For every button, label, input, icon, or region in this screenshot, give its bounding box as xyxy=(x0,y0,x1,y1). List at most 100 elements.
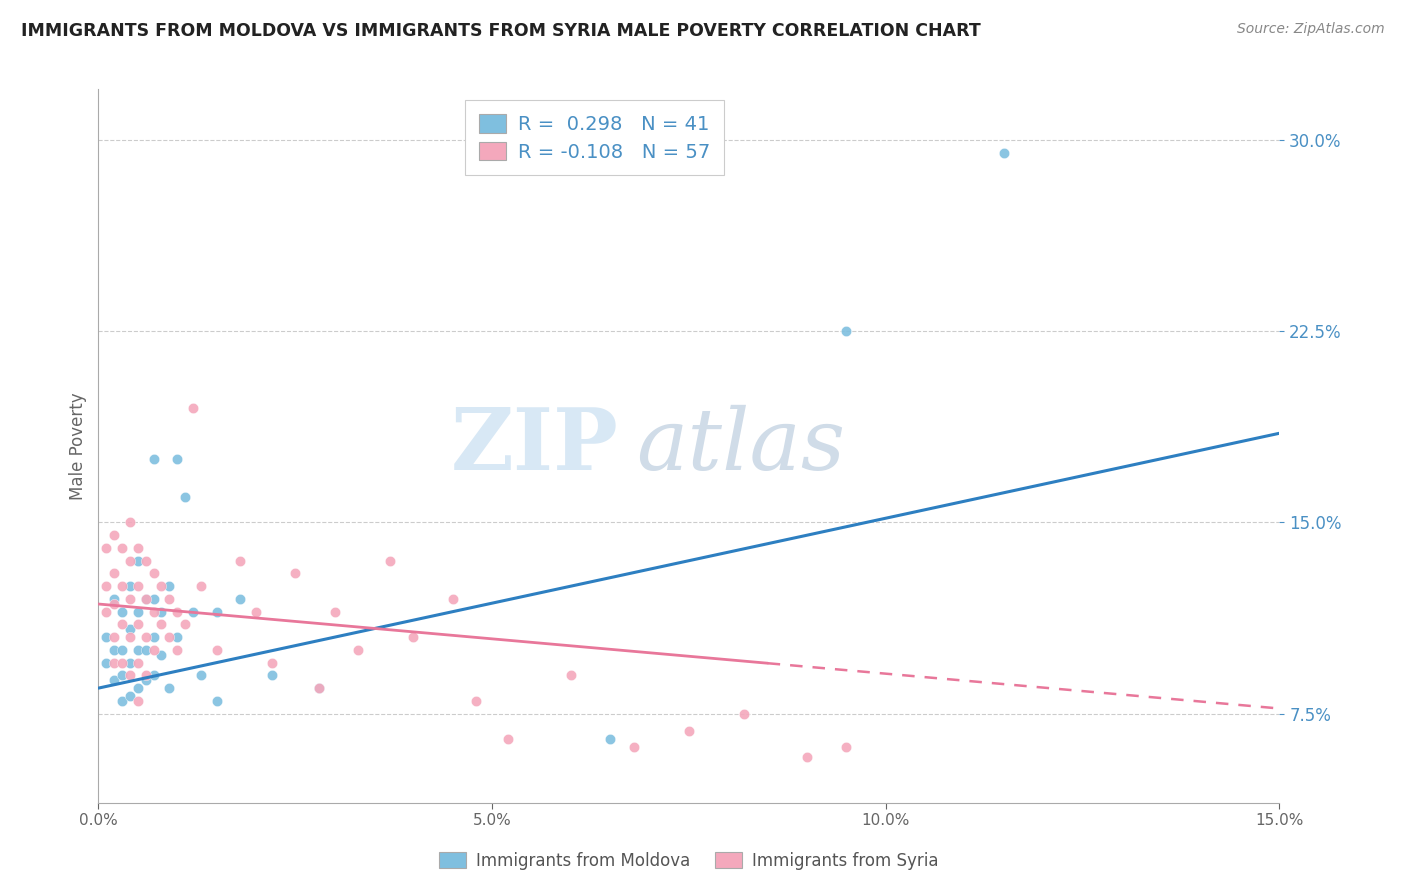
Point xyxy=(205,643,228,657)
Text: atlas: atlas xyxy=(636,405,845,487)
Point xyxy=(260,668,283,682)
Point xyxy=(127,694,149,708)
Point xyxy=(560,668,582,682)
Point xyxy=(111,643,134,657)
Point xyxy=(181,605,204,619)
Point xyxy=(118,516,141,530)
Point xyxy=(127,554,149,568)
Point xyxy=(465,694,488,708)
Text: Source: ZipAtlas.com: Source: ZipAtlas.com xyxy=(1237,22,1385,37)
Point xyxy=(127,541,149,555)
Point xyxy=(142,668,165,682)
Point xyxy=(599,732,621,747)
Point xyxy=(103,528,125,542)
Point xyxy=(835,324,858,338)
Point xyxy=(127,643,149,657)
Point xyxy=(205,694,228,708)
Point xyxy=(166,643,188,657)
Point xyxy=(135,673,157,688)
Point xyxy=(142,591,165,606)
Point xyxy=(135,591,157,606)
Point xyxy=(157,630,180,644)
Point xyxy=(402,630,425,644)
Point xyxy=(118,630,141,644)
Point xyxy=(835,739,858,754)
Point xyxy=(142,605,165,619)
Point xyxy=(678,724,700,739)
Point xyxy=(135,643,157,657)
Point xyxy=(174,617,197,632)
Point xyxy=(441,591,464,606)
Point xyxy=(157,591,180,606)
Point xyxy=(135,668,157,682)
Point xyxy=(111,694,134,708)
Point xyxy=(308,681,330,695)
Point xyxy=(111,605,134,619)
Point xyxy=(96,541,118,555)
Point xyxy=(142,566,165,581)
Point xyxy=(347,643,370,657)
Point xyxy=(118,668,141,682)
Point xyxy=(733,706,755,721)
Point xyxy=(623,739,645,754)
Point xyxy=(118,656,141,670)
Point xyxy=(103,656,125,670)
Point xyxy=(103,591,125,606)
Point xyxy=(96,656,118,670)
Point xyxy=(142,643,165,657)
Point xyxy=(103,630,125,644)
Point xyxy=(111,579,134,593)
Point xyxy=(190,579,212,593)
Point xyxy=(150,579,173,593)
Point xyxy=(103,566,125,581)
Point xyxy=(229,591,252,606)
Point xyxy=(378,554,401,568)
Point xyxy=(181,401,204,415)
Point xyxy=(135,554,157,568)
Point xyxy=(166,605,188,619)
Y-axis label: Male Poverty: Male Poverty xyxy=(69,392,87,500)
Point xyxy=(127,605,149,619)
Point xyxy=(308,681,330,695)
Point xyxy=(111,617,134,632)
Point xyxy=(118,689,141,703)
Point xyxy=(111,668,134,682)
Point xyxy=(166,630,188,644)
Text: IMMIGRANTS FROM MOLDOVA VS IMMIGRANTS FROM SYRIA MALE POVERTY CORRELATION CHART: IMMIGRANTS FROM MOLDOVA VS IMMIGRANTS FR… xyxy=(21,22,981,40)
Point xyxy=(127,656,149,670)
Point xyxy=(496,732,519,747)
Point xyxy=(96,579,118,593)
Point xyxy=(142,630,165,644)
Point xyxy=(150,617,173,632)
Point xyxy=(245,605,267,619)
Point xyxy=(157,681,180,695)
Point xyxy=(284,566,307,581)
Point xyxy=(118,554,141,568)
Point xyxy=(127,579,149,593)
Point xyxy=(157,579,180,593)
Point xyxy=(96,630,118,644)
Point xyxy=(118,623,141,637)
Point xyxy=(174,490,197,504)
Point xyxy=(127,681,149,695)
Point xyxy=(135,630,157,644)
Point xyxy=(118,591,141,606)
Point xyxy=(103,597,125,611)
Point xyxy=(150,605,173,619)
Point xyxy=(150,648,173,662)
Point xyxy=(229,554,252,568)
Point xyxy=(111,541,134,555)
Point xyxy=(796,750,818,764)
Text: ZIP: ZIP xyxy=(450,404,619,488)
Point xyxy=(111,656,134,670)
Point xyxy=(166,451,188,466)
Point xyxy=(260,656,283,670)
Point xyxy=(323,605,346,619)
Point xyxy=(205,605,228,619)
Point xyxy=(190,668,212,682)
Point xyxy=(118,579,141,593)
Point xyxy=(993,145,1015,160)
Legend: R =  0.298   N = 41, R = -0.108   N = 57: R = 0.298 N = 41, R = -0.108 N = 57 xyxy=(465,100,724,175)
Point xyxy=(96,605,118,619)
Point xyxy=(135,591,157,606)
